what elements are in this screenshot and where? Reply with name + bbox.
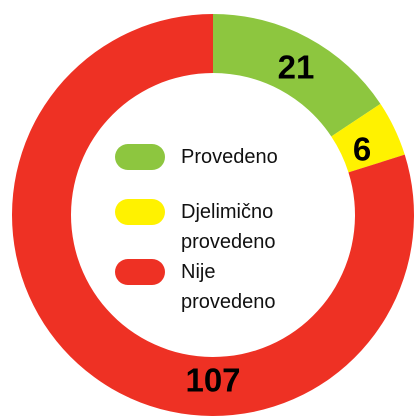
legend-swatch (115, 259, 165, 285)
legend-item: Provedeno (115, 142, 289, 172)
legend-swatch (115, 199, 165, 225)
value-label: 21 (278, 49, 315, 86)
donut-segment (213, 14, 381, 137)
donut-segment (11, 14, 414, 416)
legend-label: Provedeno (181, 146, 278, 168)
value-label: 107 (185, 362, 240, 399)
legend-label: Djelimično provedeno (181, 201, 276, 253)
legend-item: Nije provedeno (115, 257, 289, 317)
legend-label: Nije provedeno (181, 261, 276, 313)
value-label: 6 (353, 131, 371, 168)
legend-item: Djelimično provedeno (115, 197, 289, 257)
legend-swatch (115, 144, 165, 170)
donut-segment (331, 103, 405, 173)
